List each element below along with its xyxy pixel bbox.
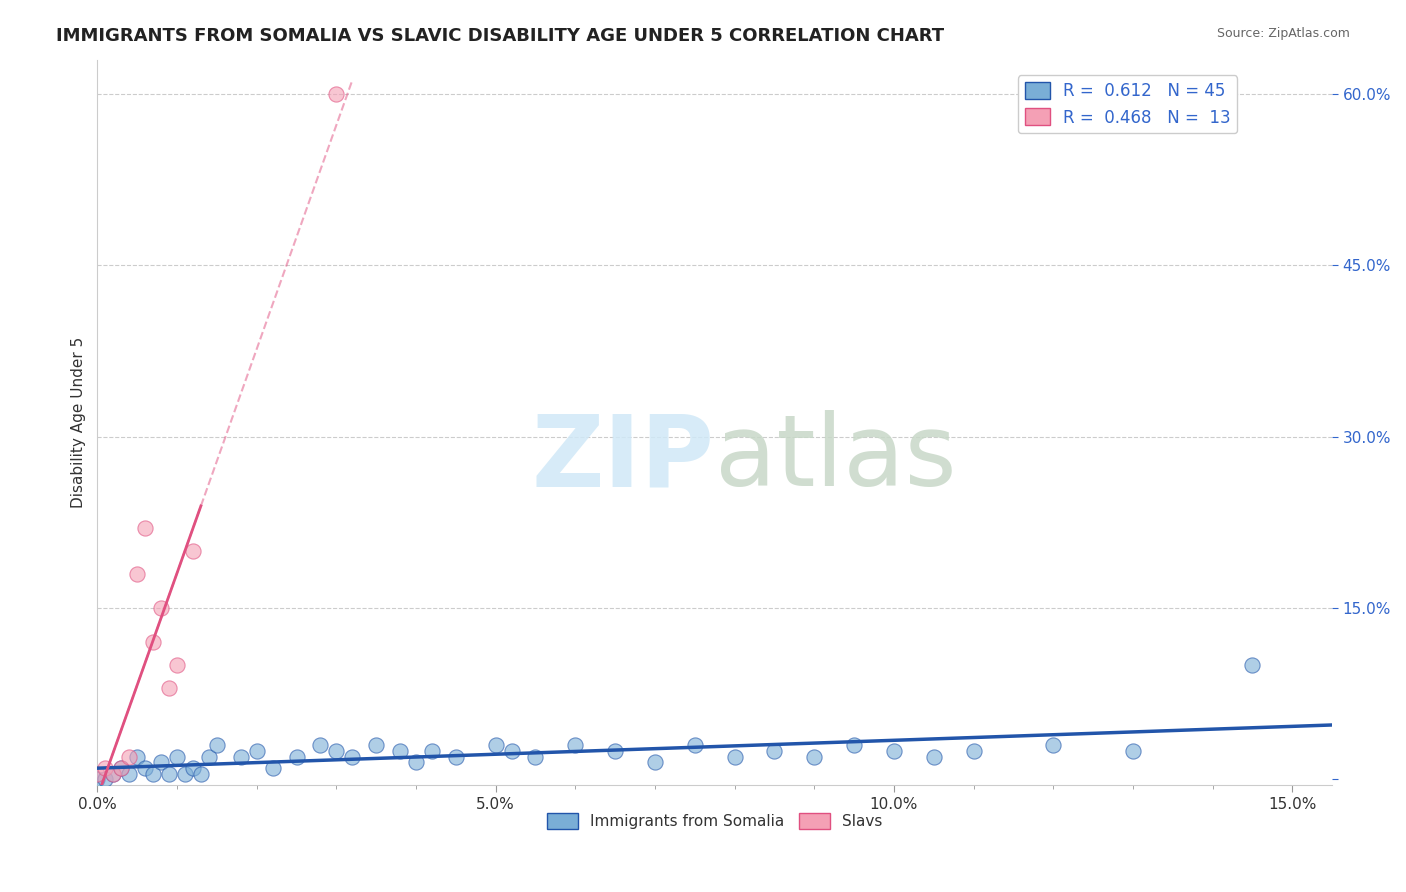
Point [605,744,627,758]
Point [181,544,204,558]
Point [157,681,180,695]
Point [883,744,905,758]
Text: IMMIGRANTS FROM SOMALIA VS SLAVIC DISABILITY AGE UNDER 5 CORRELATION CHART: IMMIGRANTS FROM SOMALIA VS SLAVIC DISABI… [56,27,945,45]
Point [142,635,165,649]
Point [405,756,427,770]
Text: ZIP: ZIP [531,410,714,508]
Point [157,766,180,780]
Point [94,772,117,787]
Point [86,766,108,780]
Point [118,766,141,780]
Point [246,744,269,758]
Point [166,749,188,764]
Point [564,738,586,752]
Point [205,738,228,752]
Point [524,749,547,764]
Point [229,749,252,764]
Point [444,749,467,764]
Point [285,749,308,764]
Point [763,744,786,758]
Point [190,766,212,780]
Point [142,766,165,780]
Legend: Immigrants from Somalia, Slavs: Immigrants from Somalia, Slavs [541,807,889,836]
Point [127,749,149,764]
Text: Source: ZipAtlas.com: Source: ZipAtlas.com [1216,27,1350,40]
Point [103,766,125,780]
Point [198,749,221,764]
Point [644,756,666,770]
Point [389,744,412,758]
Point [309,738,332,752]
Point [962,744,984,758]
Point [94,761,117,775]
Text: atlas: atlas [714,410,956,508]
Point [118,749,141,764]
Point [174,766,197,780]
Point [103,766,125,780]
Point [1241,658,1264,673]
Point [842,738,865,752]
Point [181,761,204,775]
Point [325,744,347,758]
Point [127,566,149,581]
Point [683,738,706,752]
Point [723,749,745,764]
Point [134,761,156,775]
Point [420,744,443,758]
Point [922,749,945,764]
Point [501,744,523,758]
Point [485,738,508,752]
Point [262,761,284,775]
Point [1122,744,1144,758]
Point [166,658,188,673]
Point [86,772,108,787]
Point [134,521,156,535]
Y-axis label: Disability Age Under 5: Disability Age Under 5 [72,336,86,508]
Point [366,738,388,752]
Point [110,761,132,775]
Point [150,601,173,615]
Point [150,756,173,770]
Point [342,749,364,764]
Point [1042,738,1064,752]
Point [803,749,825,764]
Point [110,761,132,775]
Point [325,87,347,101]
